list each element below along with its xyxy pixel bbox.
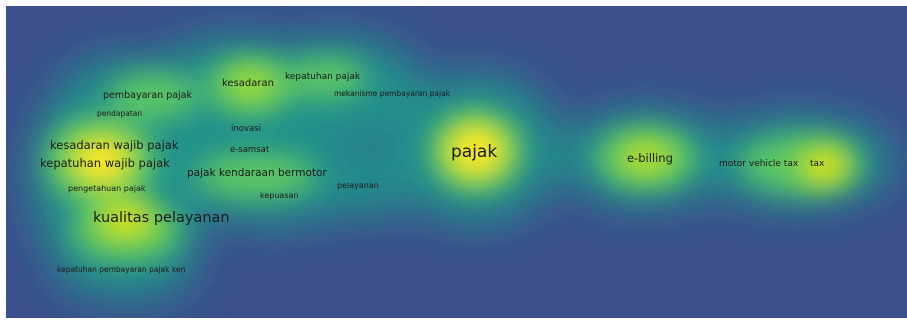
- term-pengetahuan-pajak: pengetahuan pajak: [68, 184, 146, 193]
- term-pembayaran-pajak: pembayaran pajak: [103, 90, 193, 101]
- term-kepatuhan-pajak: kepatuhan pajak: [285, 72, 361, 82]
- term-kepatuhan-wajib-pajak: kepatuhan wajib pajak: [40, 156, 170, 170]
- term-kesadaran: kesadaran: [222, 78, 274, 89]
- term-pendapatan: pendapatan: [97, 109, 142, 118]
- density-map: pajak e-billing tax motor vehicle tax ku…: [6, 6, 907, 318]
- term-e-billing: e-billing: [627, 151, 673, 165]
- term-pajak: pajak: [451, 142, 497, 162]
- density-peaks: [69, 70, 848, 239]
- term-labels: pajak e-billing tax motor vehicle tax ku…: [40, 72, 825, 274]
- term-e-samsat: e-samsat: [230, 145, 270, 155]
- term-pajak-kendaraan-bermotor: pajak kendaraan bermotor: [187, 167, 327, 179]
- term-motor-vehicle-tax: motor vehicle tax: [719, 159, 799, 169]
- term-tax: tax: [810, 159, 825, 169]
- term-kualitas-pelayanan: kualitas pelayanan: [93, 210, 230, 226]
- term-pelayanan: pelayanan: [337, 181, 379, 190]
- term-kepuasan: kepuasan: [260, 191, 298, 200]
- term-kesadaran-wajib-pajak: kesadaran wajib pajak: [50, 138, 179, 152]
- term-mekanisme-pembayaran-pajak: mekanisme pembayaran pajak: [334, 89, 451, 98]
- term-kepatuhan-pembayaran-pajak-ken: kepatuhan pembayaran pajak ken: [57, 265, 186, 274]
- term-inovasi: inovasi: [231, 124, 261, 134]
